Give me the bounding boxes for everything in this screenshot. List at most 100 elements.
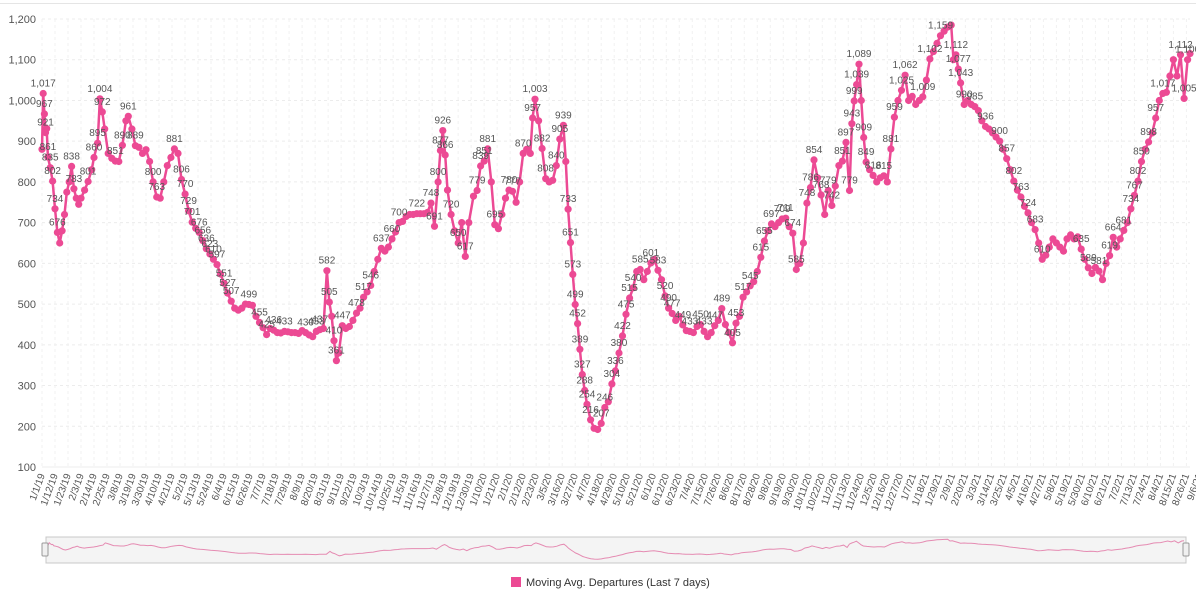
data-point bbox=[46, 164, 54, 172]
data-label: 985 bbox=[966, 92, 983, 103]
data-point bbox=[1134, 177, 1142, 185]
data-label: 936 bbox=[977, 112, 994, 123]
data-point bbox=[576, 345, 584, 353]
data-point bbox=[1162, 88, 1170, 96]
data-point bbox=[926, 55, 934, 63]
data-point bbox=[1169, 56, 1177, 64]
data-label: 835 bbox=[42, 153, 59, 164]
data-point bbox=[480, 157, 488, 165]
data-label: 909 bbox=[855, 123, 872, 134]
y-tick-label: 1,000 bbox=[8, 95, 36, 107]
data-point bbox=[549, 176, 557, 184]
data-point bbox=[739, 293, 747, 301]
data-label: 808 bbox=[537, 164, 554, 175]
legend[interactable]: Moving Avg. Departures (Last 7 days) bbox=[511, 577, 710, 589]
range-navigator[interactable] bbox=[41, 536, 1190, 564]
data-point bbox=[1120, 226, 1128, 234]
data-point bbox=[721, 320, 730, 329]
legend-label[interactable]: Moving Avg. Departures (Last 7 days) bbox=[526, 577, 710, 589]
data-point bbox=[202, 245, 210, 253]
data-point bbox=[384, 243, 392, 251]
data-label: 806 bbox=[173, 164, 190, 175]
data-point bbox=[654, 266, 662, 274]
data-label: 449 bbox=[674, 310, 691, 321]
data-point bbox=[562, 157, 570, 166]
data-point bbox=[700, 327, 708, 335]
data-point bbox=[1166, 72, 1174, 80]
data-point bbox=[806, 184, 815, 192]
data-point bbox=[894, 96, 902, 105]
data-label: 943 bbox=[844, 109, 861, 120]
data-label: 601 bbox=[643, 248, 660, 259]
data-label: 697 bbox=[763, 209, 780, 220]
data-point bbox=[1024, 209, 1032, 217]
data-label: 889 bbox=[127, 131, 144, 142]
data-point bbox=[370, 267, 378, 276]
data-label: 851 bbox=[107, 146, 124, 157]
data-point bbox=[367, 281, 375, 289]
data-label: 815 bbox=[875, 161, 892, 172]
data-point bbox=[39, 89, 47, 98]
data-label: 1,004 bbox=[87, 84, 112, 95]
data-label: 489 bbox=[713, 294, 730, 305]
data-label: 802 bbox=[44, 166, 61, 177]
data-point bbox=[880, 172, 888, 180]
data-label: 437 bbox=[311, 315, 328, 326]
data-point bbox=[465, 219, 473, 227]
data-point bbox=[1042, 251, 1050, 259]
data-label: 1,102 bbox=[917, 44, 942, 55]
data-label: 1,009 bbox=[910, 82, 935, 93]
data-point bbox=[842, 138, 850, 146]
data-point bbox=[508, 187, 517, 195]
y-tick-label: 400 bbox=[18, 340, 36, 352]
data-label: 972 bbox=[94, 97, 111, 108]
data-point bbox=[60, 210, 69, 219]
data-point bbox=[1184, 56, 1192, 64]
navigator-right-handle[interactable] bbox=[1182, 542, 1190, 557]
data-label: 851 bbox=[834, 146, 851, 157]
data-point bbox=[447, 210, 455, 219]
data-point bbox=[908, 92, 916, 100]
data-point bbox=[263, 331, 271, 339]
data-label: 585 bbox=[788, 254, 805, 265]
data-point bbox=[115, 157, 123, 166]
data-label: 636 bbox=[198, 234, 215, 245]
data-label: 517 bbox=[355, 282, 372, 293]
legend-swatch bbox=[511, 577, 521, 587]
data-point bbox=[569, 270, 577, 278]
data-point bbox=[255, 318, 264, 326]
data-label: 681 bbox=[1115, 215, 1132, 226]
data-point bbox=[216, 270, 225, 278]
data-point bbox=[213, 261, 221, 269]
data-point bbox=[828, 201, 836, 210]
data-label: 656 bbox=[194, 226, 211, 237]
data-label: 304 bbox=[604, 369, 621, 380]
data-label: 695 bbox=[486, 210, 503, 221]
data-label: 490 bbox=[660, 293, 677, 304]
data-point bbox=[764, 227, 772, 235]
data-label: 967 bbox=[36, 99, 53, 110]
data-label: 711 bbox=[778, 203, 794, 214]
data-label: 905 bbox=[551, 124, 568, 135]
data-point bbox=[782, 214, 790, 222]
data-label: 520 bbox=[657, 281, 674, 292]
data-point bbox=[56, 239, 64, 247]
data-point bbox=[796, 259, 804, 267]
y-tick-label: 200 bbox=[18, 421, 36, 433]
data-point bbox=[177, 175, 186, 184]
data-point bbox=[718, 305, 726, 313]
navigator-left-handle[interactable] bbox=[41, 542, 49, 557]
data-label: 802 bbox=[1005, 166, 1022, 177]
data-point bbox=[487, 178, 495, 186]
data-point bbox=[142, 146, 150, 154]
navigator-track[interactable] bbox=[45, 536, 1187, 564]
data-label: 436 bbox=[265, 315, 282, 326]
data-label: 581 bbox=[1091, 256, 1108, 267]
data-point bbox=[1176, 51, 1185, 59]
data-point bbox=[98, 108, 106, 116]
data-point bbox=[1003, 155, 1011, 163]
y-tick-label: 1,200 bbox=[8, 14, 36, 26]
data-point bbox=[335, 349, 343, 357]
y-tick-label: 800 bbox=[18, 177, 36, 189]
data-label: 1,100 bbox=[1175, 45, 1196, 56]
